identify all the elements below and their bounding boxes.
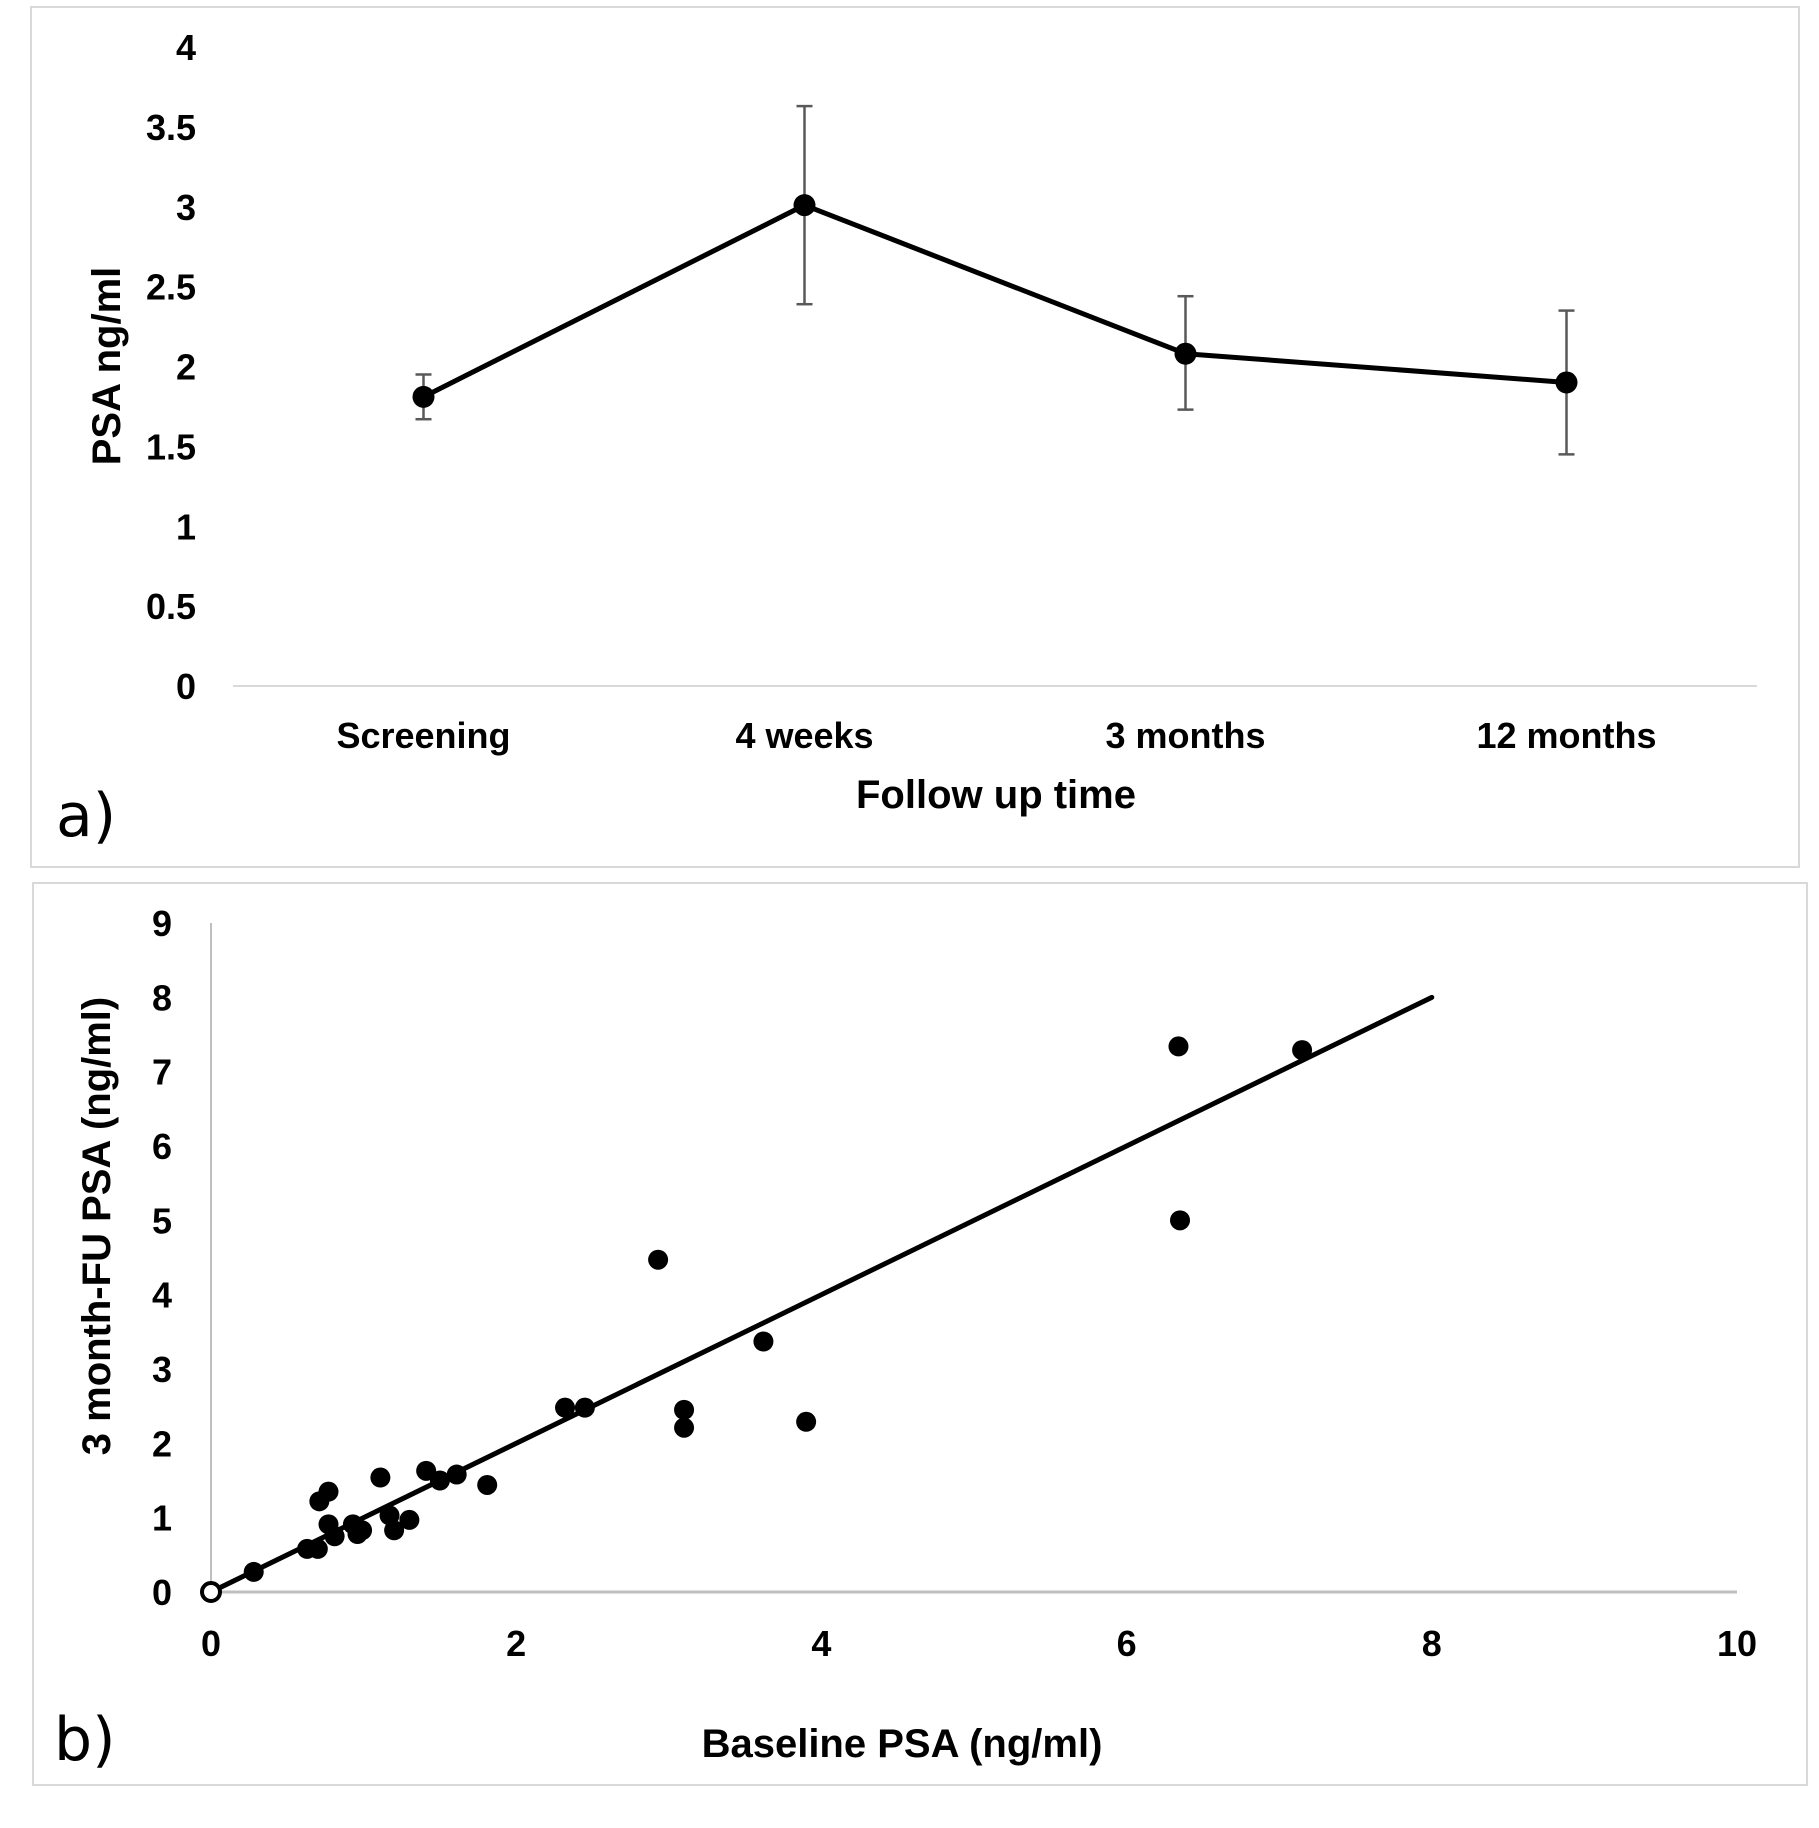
chart-b-y-tick-label: 8 — [152, 977, 172, 1018]
chart-b: 0 1 2 3 4 5 6 7 8 9 0 2 4 6 8 10 — [152, 903, 1757, 1664]
chart-a-x-tick-label: 12 months — [1476, 715, 1656, 756]
chart-b-y-tick-label: 0 — [152, 1572, 172, 1613]
chart-a-y-tick-label: 1.5 — [146, 426, 196, 467]
chart-a-ylabel: PSA ng/ml — [85, 267, 129, 466]
chart-b-x-tick-label: 0 — [201, 1623, 221, 1664]
chart-b-x-tick-label: 10 — [1717, 1623, 1757, 1664]
chart-b-data-point — [384, 1520, 405, 1541]
chart-b-data-point — [648, 1249, 669, 1270]
chart-a-y-tick-label: 0.5 — [146, 586, 196, 627]
chart-a-x-tick-label: 3 months — [1105, 715, 1265, 756]
chart-b-data-point — [446, 1464, 467, 1485]
chart-a-x-tick-label: Screening — [336, 715, 510, 756]
chart-b-data-point — [318, 1481, 339, 1502]
chart-b-data-point — [674, 1399, 695, 1420]
chart-a-series-line — [422, 202, 1567, 400]
chart-a-y-tick-label: 2 — [176, 347, 196, 388]
chart-b-y-tick-label: 6 — [152, 1126, 172, 1167]
chart-b-ylabel: 3 month-FU PSA (ng/ml) — [75, 997, 119, 1455]
panel-b-label: b) — [54, 1705, 116, 1775]
chart-b-data-point — [307, 1538, 328, 1559]
chart-b-data-point — [1292, 1040, 1313, 1061]
chart-b-origin-point — [200, 1581, 222, 1603]
chart-b-data-point — [1170, 1210, 1191, 1231]
chart-b-data-point — [574, 1397, 595, 1418]
chart-b-data-point — [477, 1474, 498, 1495]
chart-b-data-point — [370, 1467, 391, 1488]
panel-a-label: a) — [56, 781, 116, 851]
chart-b-data-point — [796, 1411, 817, 1432]
chart-b-y-tick-label: 1 — [152, 1498, 172, 1539]
chart-a-y-tick-label: 4 — [176, 27, 196, 68]
chart-a-data-point — [1555, 371, 1578, 394]
chart-a-y-tick-label: 1 — [176, 506, 196, 547]
chart-a-y-tick-label: 3.5 — [146, 107, 196, 148]
chart-a-data-point — [412, 385, 435, 408]
chart-a-y-tick-label: 0 — [176, 666, 196, 707]
chart-b-y-tick-label: 4 — [152, 1275, 172, 1316]
chart-a-x-tick-label: 4 weeks — [735, 715, 873, 756]
chart-b-trendline — [208, 994, 1435, 1595]
chart-a: 0 0.5 1 1.5 2 2.5 3 3.5 4 Screening 4 weeks 3 month… — [146, 27, 1757, 756]
chart-b-x-tick-label: 8 — [1422, 1623, 1442, 1664]
chart-b-data-point — [243, 1561, 264, 1582]
chart-b-data-point — [352, 1520, 373, 1541]
chart-b-data-point — [753, 1331, 774, 1352]
chart-b-data-point — [555, 1397, 576, 1418]
chart-b-x-tick-label: 4 — [811, 1623, 831, 1664]
chart-b-xlabel: Baseline PSA (ng/ml) — [702, 1722, 1103, 1766]
chart-a-data-point — [1174, 342, 1197, 365]
chart-a-data-point — [793, 194, 816, 217]
chart-b-data-point — [429, 1470, 450, 1491]
chart-a-y-tick-label: 3 — [176, 187, 196, 228]
chart-b-y-tick-label: 3 — [152, 1349, 172, 1390]
chart-b-data-point — [399, 1509, 420, 1530]
chart-a-y-tick-label: 2.5 — [146, 267, 196, 308]
chart-b-y-tick-label: 9 — [152, 903, 172, 944]
chart-b-data-point — [674, 1417, 695, 1438]
chart-b-data-point — [324, 1526, 345, 1547]
chart-b-data-point — [1168, 1036, 1189, 1057]
chart-b-y-tick-label: 5 — [152, 1200, 172, 1241]
panel-a — [30, 6, 1800, 868]
chart-b-x-tick-label: 6 — [1117, 1623, 1137, 1664]
chart-a-xlabel: Follow up time — [856, 773, 1136, 817]
chart-b-y-tick-label: 7 — [152, 1052, 172, 1093]
panel-b — [32, 882, 1808, 1786]
chart-b-x-tick-label: 2 — [506, 1623, 526, 1664]
chart-b-y-tick-label: 2 — [152, 1423, 172, 1464]
